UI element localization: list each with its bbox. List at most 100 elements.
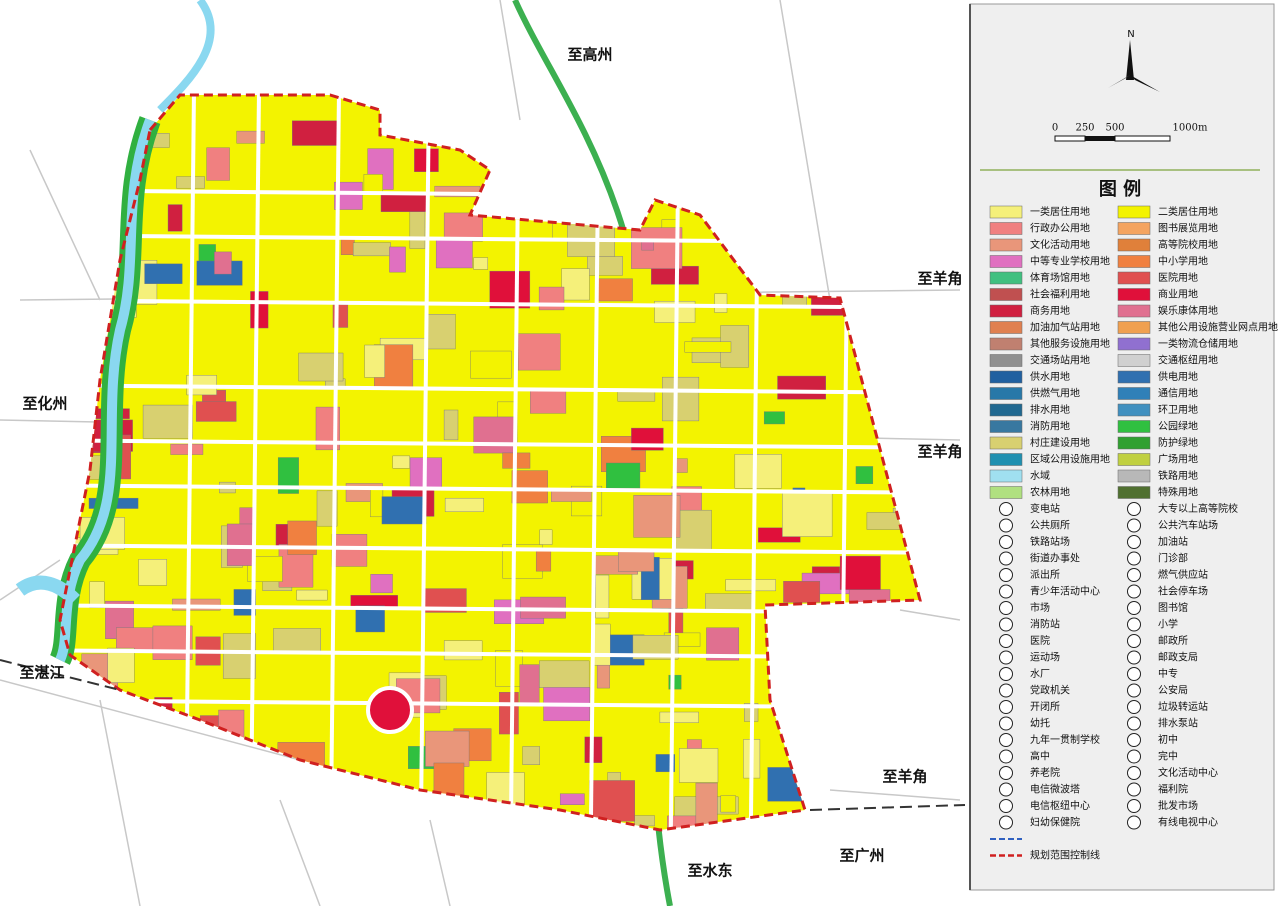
legend-label: 电信微波塔	[1030, 783, 1080, 796]
legend-label: 初中	[1158, 733, 1178, 746]
railway	[809, 804, 966, 811]
direction-label: 至湛江	[19, 664, 64, 682]
land-parcel	[783, 581, 821, 603]
legend-swatch	[989, 486, 1023, 499]
land-parcel	[425, 314, 456, 350]
legend-swatch	[1117, 288, 1151, 301]
direction-label: 至羊角	[882, 768, 927, 786]
land-parcel	[539, 660, 590, 688]
legend-label: 行政办公用地	[1030, 222, 1090, 235]
arrow	[1130, 75, 1160, 92]
land-parcel	[561, 268, 590, 301]
legend-label: 完中	[1158, 750, 1178, 763]
land-parcel	[152, 625, 193, 660]
land-parcel	[587, 256, 623, 276]
legend-swatch	[1117, 453, 1151, 466]
land-parcel	[695, 782, 718, 827]
legend-icon	[999, 568, 1013, 582]
land-parcel	[511, 470, 548, 504]
legend-icon	[1127, 700, 1141, 714]
land-parcel	[720, 795, 736, 813]
land-parcel	[470, 350, 512, 379]
legend-icon	[1127, 683, 1141, 698]
land-parcel	[678, 748, 719, 783]
legend-label: 批发市场	[1158, 799, 1198, 812]
land-parcel	[176, 176, 205, 189]
land-parcel	[107, 647, 135, 683]
legend-icon	[999, 733, 1013, 747]
legend-swatch	[989, 288, 1023, 301]
direction-label: 至羊角	[917, 443, 962, 461]
direction-label: 至高州	[567, 46, 612, 64]
land-parcel	[370, 574, 393, 594]
land-parcel	[370, 487, 384, 518]
road	[60, 298, 920, 310]
legend-swatch	[1117, 486, 1151, 499]
legend-icon	[999, 601, 1013, 615]
legend-swatch	[1117, 403, 1151, 417]
land-parcel	[839, 555, 881, 590]
land-parcel	[595, 574, 610, 619]
land-parcel	[425, 730, 470, 767]
legend-icon	[1127, 716, 1141, 731]
legend-icon	[1127, 799, 1141, 813]
legend-label: 公共厕所	[1030, 520, 1070, 532]
legend-icon	[999, 502, 1013, 516]
legend-swatch	[989, 469, 1023, 483]
legend-label: 农林用地	[1030, 486, 1070, 499]
land-parcel	[539, 529, 553, 545]
legend-label: 中专	[1158, 667, 1178, 680]
legend-label: 区域公用设施用地	[1030, 453, 1110, 466]
land-parcel	[782, 492, 833, 537]
road	[60, 543, 920, 555]
land-parcel	[499, 692, 519, 735]
legend-icon	[999, 518, 1013, 533]
land-parcel	[662, 376, 700, 422]
legend-label: 高中	[1030, 750, 1050, 763]
legend-label: 中等专业学校用地	[1030, 255, 1110, 268]
land-parcel	[777, 375, 826, 400]
land-parcel	[443, 409, 459, 441]
land-parcel	[167, 204, 183, 232]
legend-label: 幼托	[1030, 717, 1050, 730]
legend-icon	[999, 683, 1013, 698]
legend-label: 一类居住用地	[1030, 205, 1090, 218]
scale-bar	[1114, 135, 1171, 142]
legend-label: 街道办事处	[1030, 552, 1080, 565]
land-parcel	[684, 341, 732, 353]
legend-label: 党政机关	[1030, 684, 1070, 697]
legend-label: 妇幼保健院	[1030, 816, 1080, 829]
legend-icon	[999, 815, 1013, 830]
land-parcel	[296, 589, 328, 601]
legend-icon	[1127, 782, 1141, 797]
legend-label: 有线电视中心	[1158, 816, 1218, 829]
legend-label: 消防站	[1030, 618, 1060, 631]
land-parcel	[364, 344, 385, 378]
scale-label: 250	[1075, 123, 1094, 134]
legend-icon	[1127, 650, 1141, 665]
legend-swatch	[989, 420, 1023, 433]
land-parcel	[226, 523, 255, 566]
legend-label: 邮政支局	[1158, 651, 1198, 664]
land-parcel	[473, 416, 517, 454]
legend-icon	[1127, 617, 1141, 632]
land-parcel	[855, 466, 874, 485]
legend-label: 广场用地	[1158, 453, 1198, 466]
land-parcel	[444, 497, 484, 512]
land-parcel	[206, 147, 230, 181]
legend-swatch	[1117, 469, 1151, 483]
legend-swatch	[1117, 222, 1151, 235]
land-parcel	[352, 242, 391, 257]
legend-label: 一类物流仓储用地	[1158, 337, 1238, 350]
railway	[0, 659, 121, 691]
land-parcel	[443, 640, 483, 661]
legend-swatch	[989, 271, 1023, 285]
arrow	[1126, 40, 1134, 80]
legend-swatch	[989, 436, 1023, 450]
road	[60, 483, 920, 495]
legend-swatch	[989, 238, 1023, 252]
land-parcel	[519, 664, 540, 704]
legend-label: 其他服务设施用地	[1030, 337, 1110, 350]
scale-label: 500	[1105, 123, 1124, 134]
